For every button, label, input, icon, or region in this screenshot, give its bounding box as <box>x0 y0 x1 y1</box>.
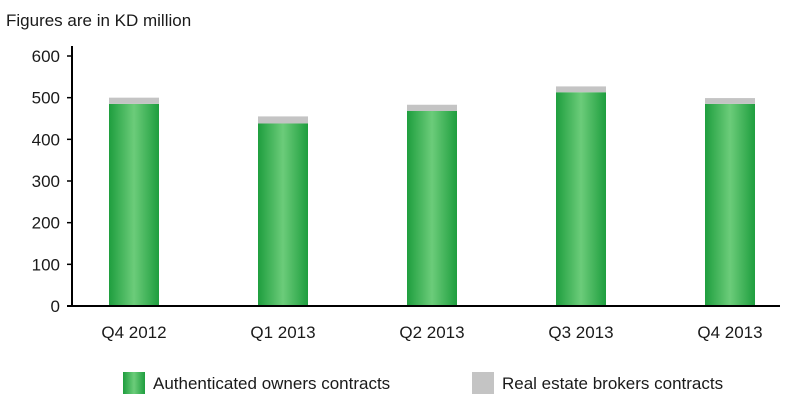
bar-segment-authenticated-owners <box>109 103 159 307</box>
bar-segment-real-estate-brokers <box>705 98 755 104</box>
chart-subtitle: Figures are in KD million <box>6 11 191 30</box>
legend-swatch-authenticated-owners <box>123 372 145 394</box>
legend-swatch-real-estate-brokers <box>472 372 494 394</box>
bar-segment-authenticated-owners <box>258 123 308 306</box>
x-tick-label: Q4 2013 <box>697 323 762 342</box>
y-tick-label: 300 <box>32 172 60 191</box>
bar-segment-real-estate-brokers <box>109 97 159 104</box>
x-axis: Q4 2012 Q1 2013 Q2 2013 Q3 2013 Q4 2013 <box>67 305 780 342</box>
legend-label: Authenticated owners contracts <box>153 374 390 393</box>
y-tick-label: 100 <box>32 255 60 274</box>
y-tick-label: 400 <box>32 130 60 149</box>
y-tick-label: 500 <box>32 89 60 108</box>
bar-segment-real-estate-brokers <box>407 104 457 111</box>
y-tick-label: 600 <box>32 47 60 66</box>
bar-segment-authenticated-owners <box>705 103 755 307</box>
bar-segment-authenticated-owners <box>407 111 457 306</box>
y-axis: 0 100 200 300 400 500 600 <box>32 46 73 316</box>
y-tick-label: 200 <box>32 214 60 233</box>
x-tick-label: Q1 2013 <box>250 323 315 342</box>
x-tick-label: Q3 2013 <box>548 323 613 342</box>
bar-segment-real-estate-brokers <box>258 116 308 124</box>
legend-label: Real estate brokers contracts <box>502 374 723 393</box>
legend: Authenticated owners contracts Real estat… <box>123 372 723 394</box>
x-tick-label: Q4 2012 <box>101 323 166 342</box>
y-tick-label: 0 <box>51 297 60 316</box>
x-tick-label: Q2 2013 <box>399 323 464 342</box>
bars <box>109 86 755 307</box>
bar-segment-authenticated-owners <box>556 92 606 306</box>
bar-segment-real-estate-brokers <box>556 86 606 93</box>
